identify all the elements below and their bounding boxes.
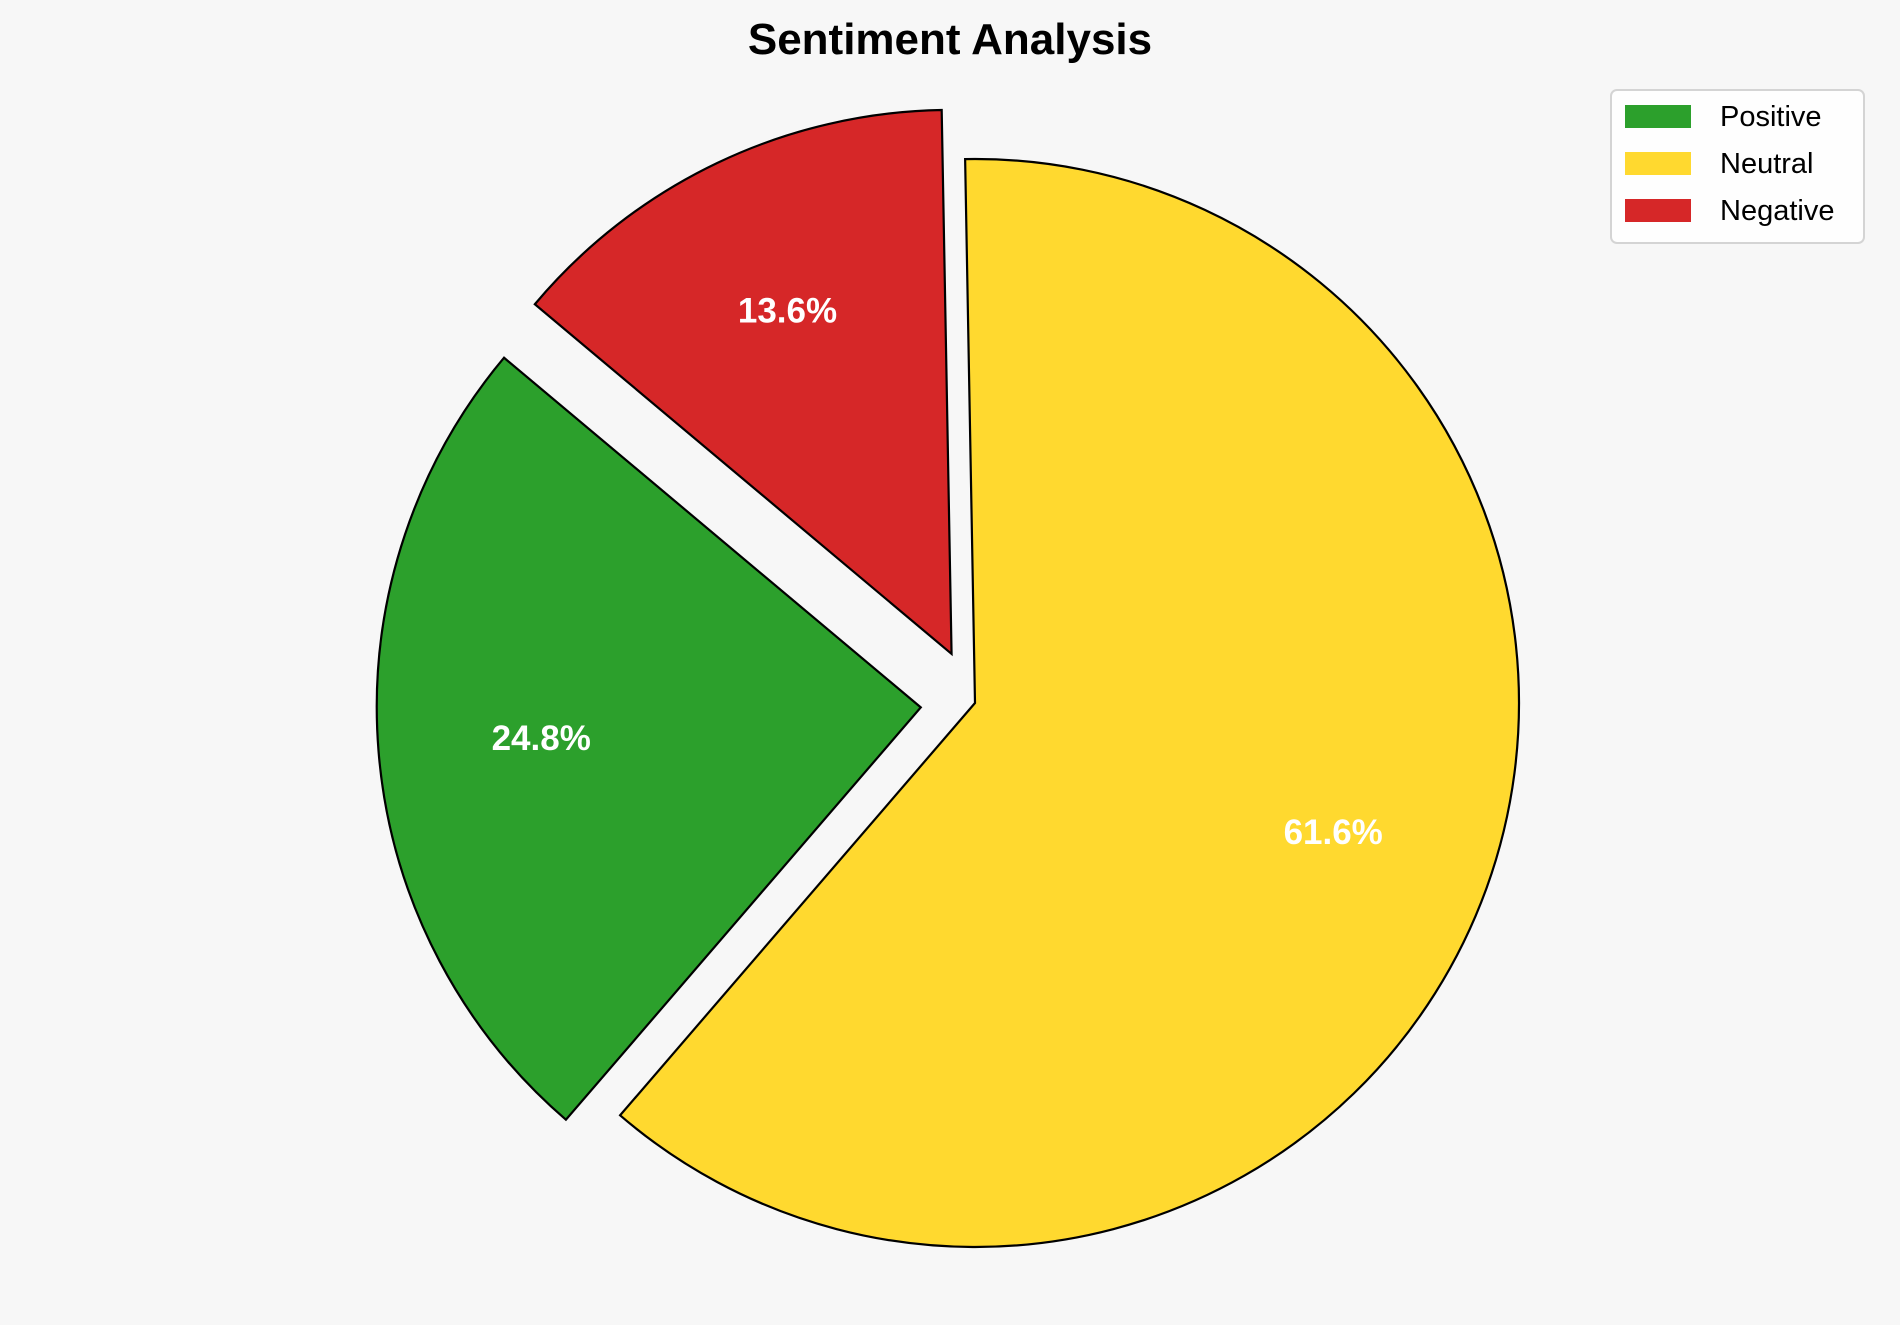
pie-slice-neutral (618, 157, 1521, 1249)
slice-label-negative: 13.6% (738, 291, 837, 330)
pie-slice-positive (375, 356, 923, 1122)
slice-label-positive: 24.8% (492, 719, 591, 758)
chart-title: Sentiment Analysis (748, 15, 1152, 64)
pie-slices (375, 108, 1521, 1249)
slice-label-neutral: 61.6% (1284, 813, 1383, 852)
legend: Positive Neutral Negative (1610, 89, 1865, 244)
legend-swatch (1625, 105, 1691, 128)
legend-item-positive: Positive (1625, 101, 1822, 133)
pie-slice-negative (533, 108, 953, 657)
pie-labels: 24.8% 61.6% 13.6% (492, 291, 1383, 852)
legend-item-neutral: Neutral (1625, 148, 1814, 180)
legend-label: Positive (1720, 101, 1822, 133)
legend-item-negative: Negative (1625, 195, 1834, 227)
legend-swatch (1625, 199, 1691, 222)
legend-label: Neutral (1720, 148, 1814, 180)
legend-swatch (1625, 152, 1691, 175)
legend-label: Negative (1720, 195, 1834, 227)
